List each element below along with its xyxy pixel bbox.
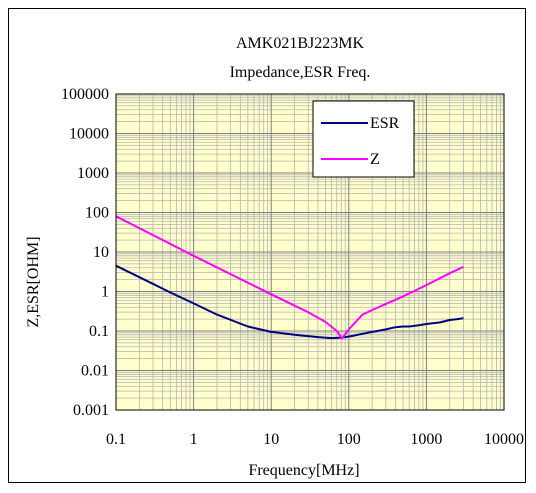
y-tick-label: 10000: [69, 126, 109, 143]
x-tick-label: 10: [263, 431, 279, 448]
series-line-z: [115, 215, 464, 340]
legend-label-esr: ESR: [370, 115, 400, 132]
y-tick-label: 1: [101, 284, 109, 301]
x-tick-label: 100: [337, 431, 361, 448]
y-axis-label: Z,ESR[OHM]: [25, 236, 42, 327]
chart-subtitle: Impedance,ESR Freq.: [230, 64, 371, 81]
y-tick-label: 0.1: [89, 323, 109, 340]
y-tick-label: 0.01: [81, 363, 109, 380]
legend-box: [312, 100, 415, 178]
legend: ESR Z: [312, 100, 415, 178]
y-tick-label: 100: [85, 205, 109, 222]
plot-border: [115, 93, 505, 411]
x-tick-labels: 0.1 1 10 100 1000 10000: [106, 431, 524, 448]
y-tick-label: 10: [93, 244, 109, 261]
y-tick-label: 1000: [77, 165, 109, 182]
x-axis-label: Frequency[MHz]: [248, 462, 359, 479]
y-tick-labels: 100000 10000 1000 100 10 1 0.1 0.01 0.001: [61, 86, 109, 419]
x-tick-label: 0.1: [106, 431, 126, 448]
x-tick-label: 10000: [484, 431, 524, 448]
y-tick-label: 0.001: [73, 402, 109, 419]
series-layer: [115, 215, 464, 340]
x-tick-label: 1: [190, 431, 198, 448]
y-tick-label: 100000: [61, 86, 109, 103]
chart-title: AMK021BJ223MK: [236, 35, 364, 52]
series-line-esr: [115, 264, 464, 340]
legend-label-z: Z: [370, 151, 380, 168]
x-tick-label: 1000: [410, 431, 442, 448]
